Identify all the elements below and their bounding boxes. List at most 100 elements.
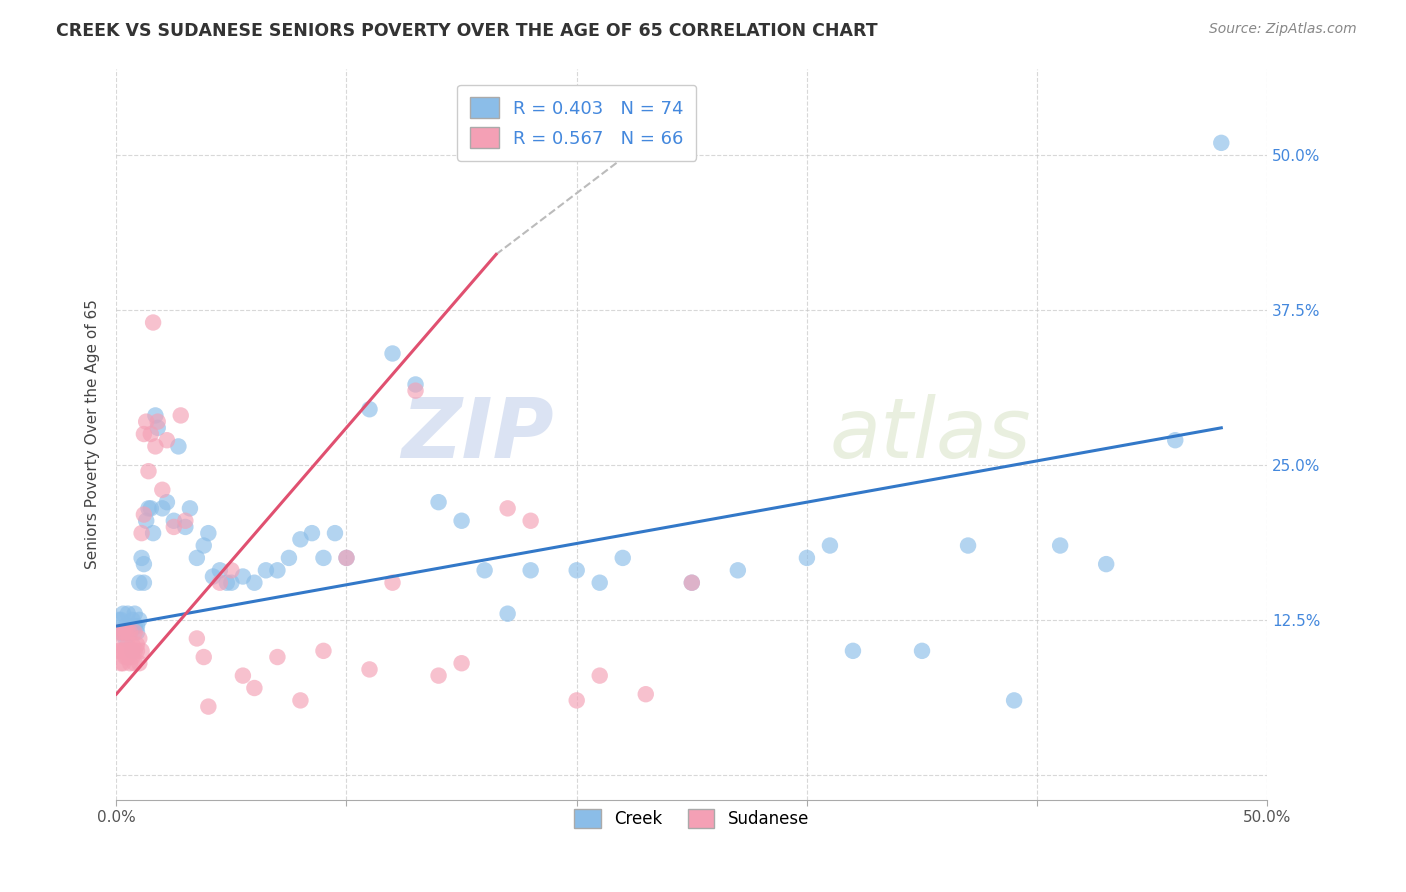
Point: [170, 409, 193, 423]
Point: [139, 427, 162, 442]
Point: [201, 569, 224, 583]
Point: [911, 644, 934, 658]
Point: [131, 550, 153, 565]
Point: [138, 501, 160, 516]
Point: [163, 520, 186, 534]
Point: [125, 625, 148, 640]
Point: [146, 421, 169, 435]
Point: [163, 514, 186, 528]
Point: [110, 625, 132, 640]
Point: [186, 632, 208, 646]
Point: [117, 625, 139, 640]
Point: [110, 625, 132, 640]
Point: [450, 514, 472, 528]
Point: [146, 415, 169, 429]
Point: [114, 619, 136, 633]
Point: [208, 563, 231, 577]
Point: [128, 575, 150, 590]
Point: [221, 575, 243, 590]
Point: [124, 657, 146, 671]
Point: [681, 575, 703, 590]
Point: [114, 632, 136, 646]
Point: [112, 657, 135, 671]
Point: [150, 483, 173, 497]
Point: [612, 550, 634, 565]
Point: [277, 550, 299, 565]
Point: [232, 668, 254, 682]
Point: [519, 514, 541, 528]
Point: [125, 644, 148, 658]
Point: [1095, 557, 1118, 571]
Point: [112, 625, 135, 640]
Point: [589, 668, 612, 682]
Point: [290, 533, 312, 547]
Point: [179, 501, 201, 516]
Point: [254, 563, 277, 577]
Text: CREEK VS SUDANESE SENIORS POVERTY OVER THE AGE OF 65 CORRELATION CHART: CREEK VS SUDANESE SENIORS POVERTY OVER T…: [56, 22, 877, 40]
Point: [301, 526, 323, 541]
Point: [114, 625, 136, 640]
Point: [120, 625, 142, 640]
Point: [114, 644, 136, 658]
Point: [496, 607, 519, 621]
Point: [121, 650, 143, 665]
Point: [450, 657, 472, 671]
Point: [519, 563, 541, 577]
Point: [818, 539, 841, 553]
Point: [174, 520, 197, 534]
Point: [243, 575, 266, 590]
Point: [112, 644, 135, 658]
Point: [121, 644, 143, 658]
Point: [565, 693, 588, 707]
Point: [117, 625, 139, 640]
Point: [107, 613, 129, 627]
Point: [427, 668, 450, 682]
Point: [589, 575, 612, 590]
Point: [565, 563, 588, 577]
Point: [243, 681, 266, 695]
Point: [215, 575, 238, 590]
Point: [128, 613, 150, 627]
Point: [796, 550, 818, 565]
Point: [117, 638, 139, 652]
Point: [120, 619, 142, 633]
Point: [266, 563, 288, 577]
Point: [208, 575, 231, 590]
Text: Source: ZipAtlas.com: Source: ZipAtlas.com: [1209, 22, 1357, 37]
Point: [132, 557, 155, 571]
Point: [125, 638, 148, 652]
Point: [681, 575, 703, 590]
Point: [110, 644, 132, 658]
Point: [193, 650, 215, 665]
Point: [1002, 693, 1025, 707]
Point: [112, 607, 135, 621]
Point: [405, 384, 427, 398]
Point: [132, 427, 155, 442]
Text: ZIP: ZIP: [401, 393, 554, 475]
Point: [135, 514, 157, 528]
Point: [323, 526, 346, 541]
Point: [359, 402, 381, 417]
Point: [107, 644, 129, 658]
Legend: Creek, Sudanese: Creek, Sudanese: [568, 803, 815, 835]
Point: [120, 625, 142, 640]
Point: [1211, 136, 1233, 150]
Point: [381, 575, 404, 590]
Point: [124, 625, 146, 640]
Point: [138, 464, 160, 478]
Point: [727, 563, 749, 577]
Point: [405, 377, 427, 392]
Point: [139, 501, 162, 516]
Point: [474, 563, 496, 577]
Text: atlas: atlas: [830, 393, 1032, 475]
Point: [1049, 539, 1071, 553]
Point: [121, 613, 143, 627]
Point: [312, 644, 335, 658]
Point: [142, 526, 165, 541]
Point: [121, 638, 143, 652]
Point: [135, 415, 157, 429]
Point: [145, 409, 167, 423]
Point: [312, 550, 335, 565]
Point: [120, 657, 142, 671]
Point: [427, 495, 450, 509]
